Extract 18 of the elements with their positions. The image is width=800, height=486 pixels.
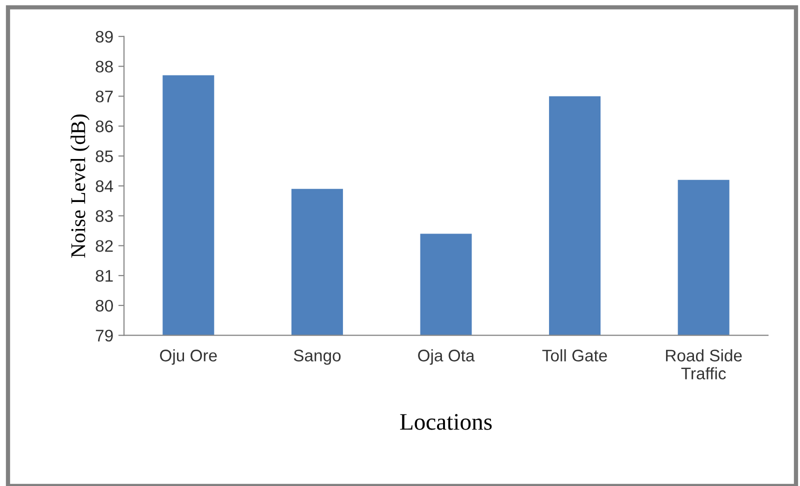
x-tick-label: Sango	[294, 350, 341, 365]
y-tick-label: 82	[96, 240, 113, 252]
x-axis-title: Locations	[400, 414, 492, 430]
y-tick-label: 84	[96, 180, 114, 192]
x-tick-label: Oja Ota	[418, 349, 475, 365]
y-tick-label: 80	[96, 300, 113, 312]
y-tick-label: 79	[96, 330, 113, 342]
y-tick-label: 89	[96, 30, 113, 43]
y-tick-label: 87	[96, 90, 113, 102]
y-tick-label: 83	[96, 210, 113, 222]
y-axis-title: Noise Level (dB)	[70, 114, 90, 258]
y-tick-label: 86	[96, 120, 113, 132]
x-tick-label: Toll Gate	[542, 349, 607, 362]
x-tick-label: Oju Ore	[160, 349, 217, 365]
y-tick-label: 81	[96, 270, 113, 282]
y-tick-label: 88	[96, 60, 113, 73]
x-tick-label: Road Side Traffic	[666, 349, 742, 380]
y-tick-label: 85	[96, 150, 113, 162]
